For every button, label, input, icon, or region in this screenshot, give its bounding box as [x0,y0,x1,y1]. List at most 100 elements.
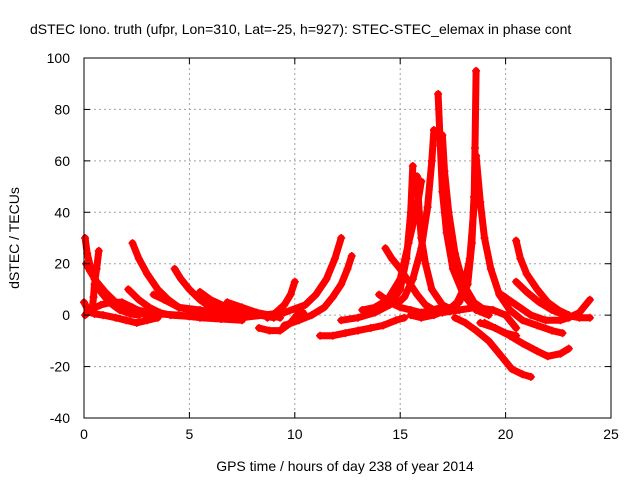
data-point-marker [472,151,481,160]
data-point-marker [174,303,183,312]
x-tick-label: 25 [603,426,619,442]
data-point-marker [448,264,457,273]
data-point-marker [408,275,417,284]
data-point-marker [556,316,565,325]
data-point-marker [421,300,430,309]
data-point-marker [507,365,516,374]
data-point-marker [518,339,527,348]
data-point-marker [301,300,310,309]
data-point-marker [455,306,464,314]
series-line [280,252,356,329]
data-point-marker [564,344,573,353]
data-point-marker [440,167,449,176]
series-line [472,152,566,337]
data-point-marker [206,295,215,304]
data-point-marker [438,300,447,309]
data-point-marker [111,300,120,309]
data-point-marker [459,285,468,294]
data-point-marker [543,352,552,361]
data-point-marker [132,306,141,314]
data-point-marker [438,308,447,317]
data-point-marker [438,131,447,140]
data-point-marker [259,311,268,320]
series-arc-29 [451,313,535,381]
data-point-marker [427,285,436,294]
data-point-marker [451,249,460,258]
data-point-marker [195,288,204,296]
data-point-marker [375,290,384,299]
data-point-marker [417,244,426,253]
data-point-marker [143,270,152,278]
data-point-marker [328,331,337,340]
data-point-marker [366,324,375,332]
data-point-marker [96,300,105,309]
data-point-marker [134,295,143,304]
series-arc-17 [316,313,409,340]
data-point-marker [206,303,215,312]
data-point-marker [547,306,556,314]
data-point-marker [465,254,474,263]
x-tick-label: 20 [498,426,514,442]
data-point-marker [408,162,417,170]
x-tick-label: 15 [392,426,408,442]
data-point-marker [444,208,453,217]
data-point-marker [132,318,141,327]
y-tick-label: 0 [62,307,70,323]
data-point-marker [512,236,521,245]
data-point-marker [124,285,133,294]
data-point-marker [472,303,481,312]
series-arc-16 [280,252,356,330]
data-point-marker [469,203,478,212]
series-arc-08 [111,300,247,325]
data-point-marker [358,306,367,314]
data-point-marker [564,313,573,322]
series-arc-30 [421,303,521,332]
data-point-marker [174,311,183,320]
data-point-marker [476,198,485,206]
data-point-marker [484,336,493,345]
data-point-marker [134,254,143,263]
y-tick-label: 80 [54,101,70,117]
data-point-marker [98,311,107,320]
data-point-marker [81,234,90,242]
data-point-marker [434,90,443,98]
data-point-marker [575,308,584,317]
data-point-marker [354,313,363,322]
plot-frame [83,57,612,419]
data-point-marker [347,252,356,260]
y-tick-label: -20 [50,359,70,375]
y-axis-label: dSTEC / TECUs [6,187,22,289]
data-point-marker [320,303,329,312]
series-arc-18 [337,162,417,325]
data-point-marker [89,293,98,302]
data-point-marker [195,306,204,314]
data-point-marker [128,239,137,248]
data-point-marker [341,329,350,338]
data-point-marker [451,313,460,322]
data-point-marker [396,264,405,273]
y-tick-label: 100 [47,50,71,66]
data-point-marker [512,331,521,340]
data-point-marker [471,144,480,152]
data-point-marker [533,285,542,294]
data-point-marker [238,313,247,322]
data-point-marker [535,298,544,307]
data-point-marker [423,203,432,212]
data-point-marker [480,318,489,327]
series-arc-28 [472,151,567,338]
data-point-marker [461,318,470,327]
series-arc-35 [497,290,594,325]
axis-ticks: 0 5 10 15 20 25 -40 -20 0 20 40 60 80 100 [47,50,619,442]
data-point-marker [472,66,481,75]
data-point-marker [185,285,194,294]
series-arc-32 [480,318,521,340]
y-tick-label: 60 [54,153,70,169]
data-point-marker [413,290,422,299]
series-arc-23 [391,126,438,309]
data-point-marker [558,329,567,338]
data-point-marker [337,280,346,289]
data-point-marker [343,264,352,273]
data-point-marker [417,313,426,322]
grid-lines [84,58,611,418]
data-point-marker [518,370,527,379]
